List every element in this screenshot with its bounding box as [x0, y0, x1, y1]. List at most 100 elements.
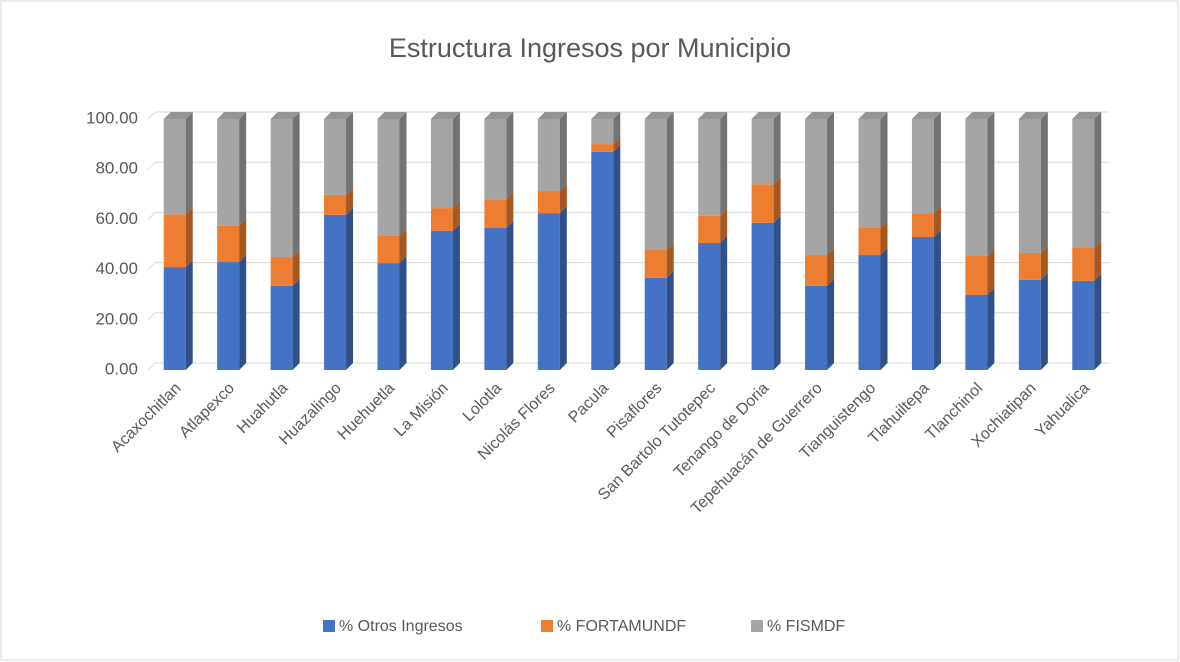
bar-side — [720, 112, 728, 216]
bar-segment — [644, 119, 667, 251]
bar-side — [506, 220, 514, 370]
bar-segment — [484, 119, 507, 200]
bar-side — [346, 207, 354, 370]
bar-side — [987, 249, 995, 295]
bar-side — [399, 256, 407, 370]
bar-segment — [163, 214, 186, 268]
bar-side — [452, 201, 460, 231]
bar-segment — [484, 199, 507, 228]
bar-side — [880, 220, 888, 256]
bar-segment — [270, 257, 293, 286]
bar-segment — [911, 213, 934, 237]
bar-segment — [1072, 119, 1095, 249]
bar-top — [430, 112, 460, 119]
bar-top — [537, 112, 567, 119]
bar-side — [666, 270, 674, 370]
legend-label: % FORTAMUNDF — [557, 618, 686, 635]
y-tick-label: 60.00 — [95, 209, 138, 228]
legend-swatch — [541, 620, 553, 632]
bar-side — [239, 255, 247, 370]
bar-side — [559, 184, 567, 214]
bar-segment — [591, 144, 614, 152]
bar-side — [185, 112, 193, 215]
bar-segment — [163, 267, 186, 370]
bar-side — [346, 112, 354, 195]
bar-segment — [430, 119, 453, 209]
bar-top — [965, 112, 995, 119]
bar-side — [720, 208, 728, 243]
bar-top — [698, 112, 728, 119]
bar-top — [858, 112, 888, 119]
bar-side — [773, 177, 781, 223]
bar-segment — [751, 119, 774, 185]
bar-segment — [591, 119, 614, 145]
y-tick-label: 20.00 — [95, 309, 138, 328]
bar-segment — [270, 119, 293, 258]
bar-segment — [698, 242, 721, 370]
bar-side — [880, 112, 888, 228]
bar-side — [399, 112, 407, 236]
bar-side — [987, 112, 995, 257]
bar-segment — [1072, 280, 1095, 370]
bar-top — [377, 112, 407, 119]
bar-side — [239, 112, 247, 226]
bar-top — [217, 112, 247, 119]
bar-side — [452, 112, 460, 209]
bar-segment — [644, 250, 667, 278]
bar-segment — [698, 119, 721, 216]
bar-side — [933, 229, 941, 370]
bar-segment — [858, 227, 881, 256]
bar-top — [270, 112, 300, 119]
bar-side — [666, 243, 674, 278]
bar-segment — [644, 277, 667, 370]
bar-segment — [751, 222, 774, 370]
grid-line — [147, 211, 1110, 220]
bar-top — [484, 112, 514, 119]
bar-side — [292, 112, 300, 258]
bar-segment — [377, 119, 400, 236]
bar-segment — [324, 194, 347, 215]
grid-line — [147, 362, 1110, 371]
bar-side — [827, 112, 835, 256]
bar-side — [827, 248, 835, 286]
bar-side — [292, 250, 300, 286]
y-tick-label: 40.00 — [95, 259, 138, 278]
bar-top — [1018, 112, 1048, 119]
bar-segment — [805, 255, 828, 286]
bar-segment — [163, 119, 186, 215]
bar-segment — [911, 236, 934, 370]
bar-side — [613, 144, 621, 370]
bar-side — [987, 287, 995, 370]
bar-top — [644, 112, 674, 119]
bar-side — [559, 112, 567, 192]
grid-line — [147, 161, 1110, 170]
bar-segment — [965, 119, 988, 257]
bar-side — [506, 112, 514, 200]
bar-segment — [858, 119, 881, 228]
bar-segment — [430, 230, 453, 370]
bar-side — [559, 206, 567, 370]
legend-swatch — [323, 620, 335, 632]
bar-side — [666, 112, 674, 251]
bar-side — [827, 278, 835, 370]
bar-side — [1040, 246, 1048, 280]
bar-segment — [537, 213, 560, 370]
bar-side — [1094, 273, 1102, 370]
y-tick-label: 0.00 — [105, 359, 138, 378]
bar-segment — [1072, 248, 1095, 281]
bar-segment — [270, 285, 293, 370]
bar-segment — [1018, 119, 1041, 254]
bar-top — [751, 112, 781, 119]
bar-side — [773, 112, 781, 185]
bar-side — [399, 228, 407, 264]
legend-label: % FISMDF — [767, 618, 845, 635]
bar-segment — [751, 184, 774, 223]
bar-top — [324, 112, 354, 119]
bar-segment — [377, 263, 400, 370]
bar-side — [720, 235, 728, 370]
bar-segment — [965, 256, 988, 295]
legend-swatch — [751, 620, 763, 632]
bar-side — [185, 260, 193, 370]
bar-side — [1094, 241, 1102, 281]
legend-label: % Otros Ingresos — [339, 618, 463, 635]
